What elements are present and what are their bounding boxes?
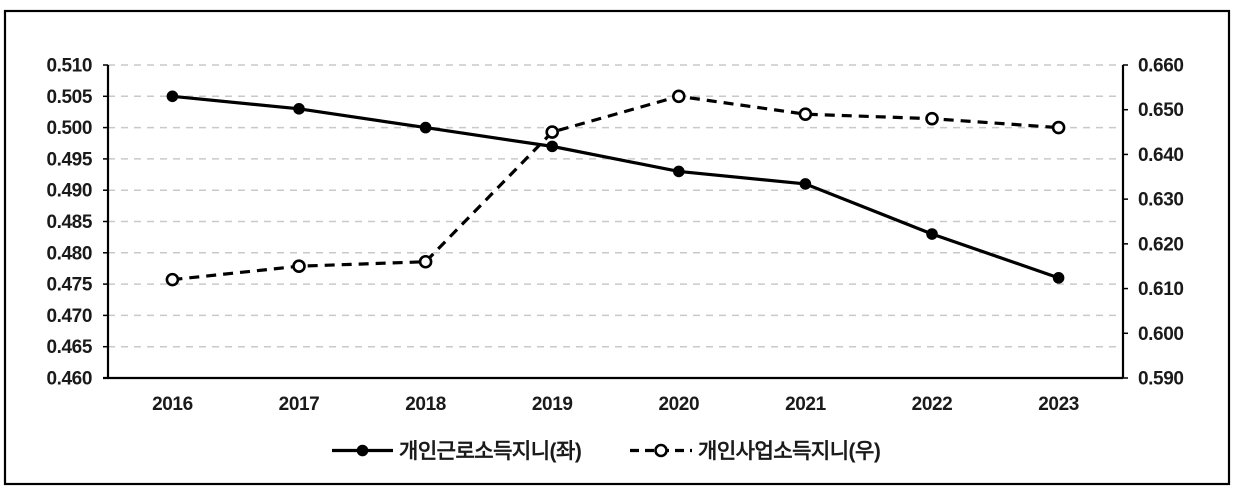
data-point-open bbox=[165, 272, 180, 287]
data-point-open bbox=[545, 125, 560, 139]
right-axis-tick-label: 0.600 bbox=[1138, 324, 1184, 345]
left-axis-tick-label: 0.475 bbox=[46, 275, 92, 296]
x-axis-labels: 2016 2017 2018 2019 2020 2021 2022 2023 bbox=[152, 394, 1079, 415]
x-axis-tick-label: 2018 bbox=[405, 394, 446, 415]
gridlines bbox=[108, 64, 1123, 348]
data-point-open bbox=[798, 107, 813, 121]
data-point-open bbox=[292, 259, 306, 274]
axes bbox=[103, 64, 1128, 380]
x-axis-tick-label: 2022 bbox=[912, 394, 953, 415]
left-axis-tick-label: 0.485 bbox=[46, 212, 92, 233]
data-point-filled bbox=[673, 165, 685, 178]
data-point-filled bbox=[799, 178, 812, 190]
data-point-open bbox=[925, 111, 939, 126]
data-point-filled bbox=[926, 228, 938, 240]
right-axis-tick-label: 0.640 bbox=[1138, 145, 1184, 166]
legend: 개인근로소득지니(좌) 개인사업소득지니(우) bbox=[332, 440, 881, 463]
right-axis-tick-label: 0.620 bbox=[1138, 234, 1184, 255]
right-axis-tick-label: 0.660 bbox=[1138, 56, 1184, 77]
legend-marker-filled bbox=[356, 444, 369, 457]
legend-marker-open bbox=[654, 443, 668, 458]
x-axis-tick-label: 2016 bbox=[152, 394, 193, 415]
left-axis-tick-label: 0.490 bbox=[46, 181, 92, 202]
legend-item: 개인근로소득지니(좌) bbox=[332, 440, 582, 463]
series-lines bbox=[172, 94, 1060, 282]
series-markers bbox=[165, 89, 1066, 287]
x-axis-tick-label: 2023 bbox=[1038, 394, 1079, 415]
series-line-dashed bbox=[172, 94, 1059, 282]
left-axis-tick-label: 0.500 bbox=[46, 118, 92, 139]
data-point-open bbox=[671, 89, 686, 104]
legend-item: 개인사업소득지니(우) bbox=[630, 440, 881, 463]
left-axis-tick-label: 0.505 bbox=[46, 87, 92, 108]
right-axis-tick-label: 0.630 bbox=[1138, 190, 1184, 211]
left-axis-labels: 0.510 0.505 0.500 0.495 0.490 0.485 0.480 0.475… bbox=[46, 56, 93, 390]
left-axis-tick-label: 0.510 bbox=[46, 56, 92, 77]
x-axis-tick-label: 2021 bbox=[785, 394, 827, 415]
data-point-open bbox=[1051, 120, 1066, 135]
data-point-filled bbox=[546, 140, 558, 153]
left-axis-tick-label: 0.460 bbox=[46, 369, 92, 390]
left-axis-tick-label: 0.480 bbox=[46, 243, 92, 264]
data-point-filled bbox=[166, 90, 179, 103]
legend-label: 개인근로소득지니(좌) bbox=[399, 440, 581, 463]
data-point-open bbox=[418, 254, 433, 269]
right-axis-labels: 0.660 0.650 0.640 0.630 0.620 0.610 0.600 0.590 bbox=[1138, 56, 1184, 390]
right-axis-tick-label: 0.590 bbox=[1138, 369, 1184, 390]
x-axis-tick-label: 2020 bbox=[658, 394, 699, 415]
data-point-filled bbox=[1052, 272, 1065, 284]
left-axis-tick-label: 0.465 bbox=[46, 337, 92, 358]
chart-border bbox=[3, 9, 1231, 486]
right-axis-tick-label: 0.650 bbox=[1138, 100, 1184, 121]
left-axis-tick-label: 0.495 bbox=[46, 149, 92, 170]
data-point-filled bbox=[419, 121, 432, 134]
x-axis-tick-label: 2017 bbox=[279, 394, 320, 415]
x-axis-tick-label: 2019 bbox=[532, 394, 573, 415]
legend-label: 개인사업소득지니(우) bbox=[698, 440, 880, 463]
data-point-filled bbox=[293, 103, 305, 115]
left-axis-tick-label: 0.470 bbox=[46, 306, 92, 327]
series-line-solid bbox=[172, 94, 1060, 280]
right-axis-tick-label: 0.610 bbox=[1138, 279, 1184, 300]
